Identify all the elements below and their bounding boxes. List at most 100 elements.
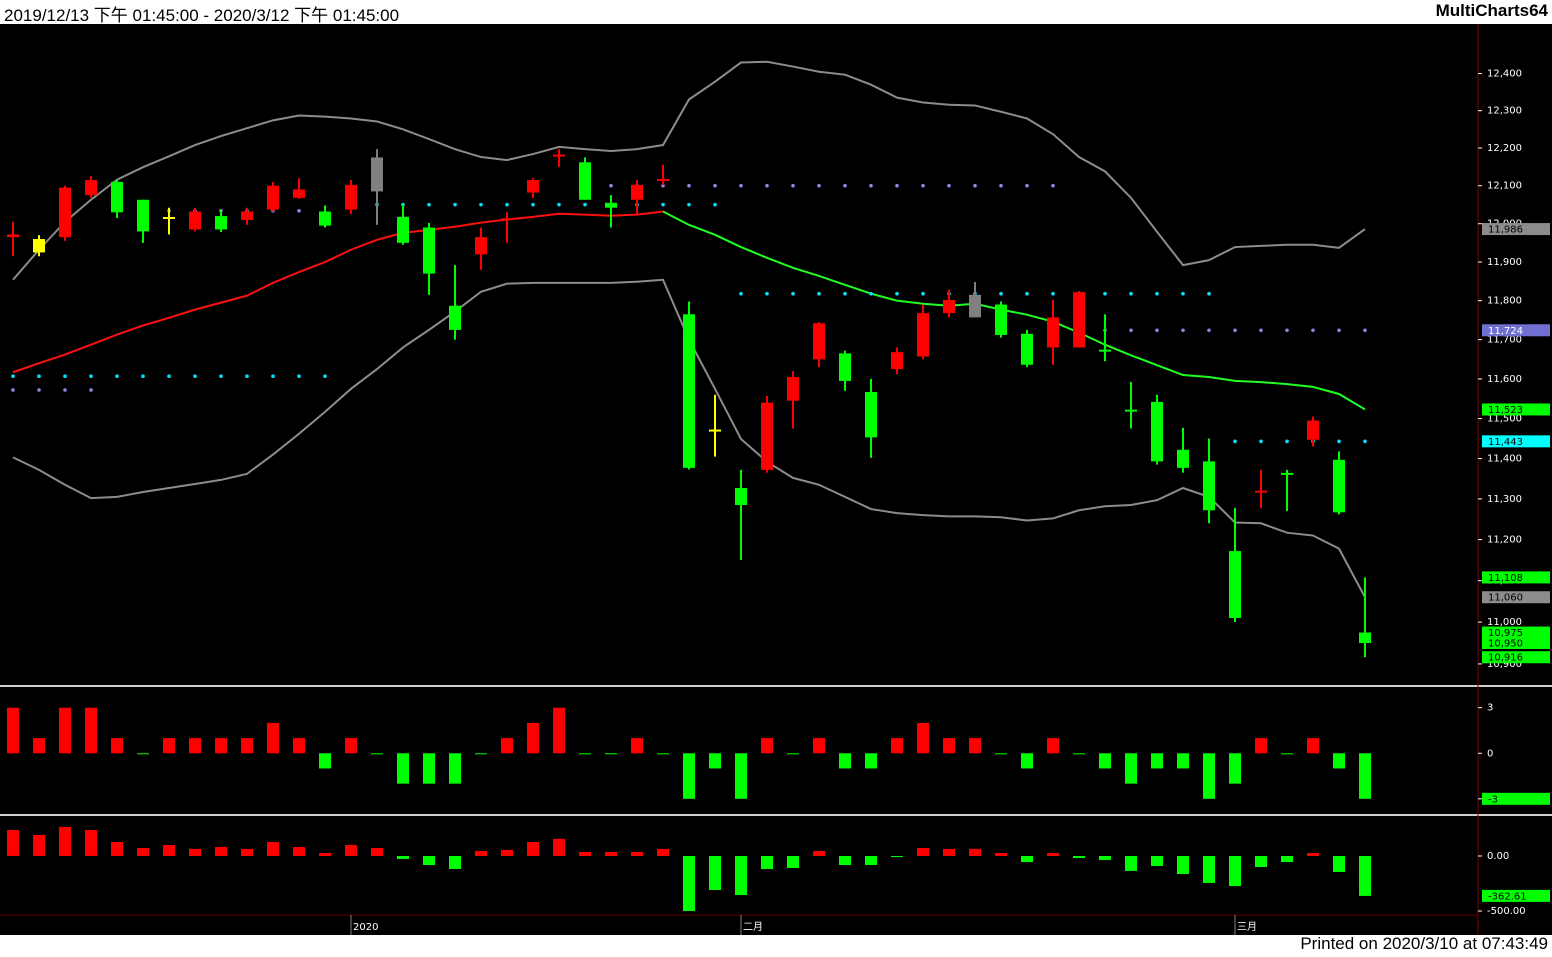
price-tag bbox=[1482, 889, 1550, 902]
histogram-bar bbox=[475, 753, 487, 755]
candle-body bbox=[1099, 349, 1111, 352]
candle-body bbox=[215, 216, 227, 230]
level-dot bbox=[765, 183, 769, 188]
candle-body bbox=[553, 154, 565, 157]
histogram-bar bbox=[1203, 753, 1215, 799]
histogram-bar bbox=[397, 753, 409, 784]
candle-body bbox=[267, 185, 279, 210]
band-line bbox=[12, 60, 1366, 281]
histogram-bar bbox=[1255, 855, 1267, 867]
histogram-bar bbox=[59, 826, 71, 856]
level-dot bbox=[1259, 328, 1263, 333]
level-dot bbox=[1207, 291, 1211, 296]
y-tick-label: 11,200 bbox=[1487, 535, 1522, 546]
level-dot bbox=[687, 183, 691, 188]
level-dot bbox=[37, 374, 41, 378]
chart-background bbox=[0, 24, 1552, 935]
level-dot bbox=[999, 291, 1003, 296]
candle-body bbox=[527, 180, 539, 193]
histogram-bar bbox=[1151, 753, 1163, 769]
candle-body bbox=[735, 487, 747, 506]
level-dot bbox=[921, 183, 925, 188]
price-tag bbox=[1482, 403, 1550, 416]
histogram-bar bbox=[397, 855, 409, 859]
level-dot bbox=[973, 183, 977, 188]
histogram-bar bbox=[319, 853, 331, 856]
level-dot bbox=[765, 291, 769, 296]
brand: MultiCharts64 bbox=[1435, 1, 1548, 20]
histogram-bar bbox=[787, 753, 799, 755]
price-tag-label: 11,523 bbox=[1488, 405, 1523, 416]
histogram-bar bbox=[449, 855, 461, 869]
histogram-bar bbox=[1281, 855, 1293, 863]
histogram-bar bbox=[423, 855, 435, 866]
level-dot bbox=[1025, 291, 1029, 296]
chart: 10,90011,00011,10011,20011,30011,40011,5… bbox=[0, 24, 1552, 935]
histogram-bar bbox=[631, 738, 643, 754]
candle-body bbox=[1203, 461, 1215, 511]
histogram-bar bbox=[267, 842, 279, 856]
band-line bbox=[662, 210, 1366, 411]
level-dot bbox=[609, 183, 613, 188]
histogram-bar bbox=[7, 830, 19, 856]
histogram-bar bbox=[1359, 855, 1371, 896]
level-dot bbox=[297, 374, 301, 378]
level-dot bbox=[1181, 291, 1185, 296]
histogram-bar bbox=[85, 707, 97, 754]
histogram-bar bbox=[345, 738, 357, 754]
candle-body bbox=[813, 323, 825, 360]
printed-note: Printed on 2020/3/10 at 07:43:49 bbox=[1300, 934, 1548, 953]
candle-body bbox=[969, 294, 981, 318]
candle-body bbox=[761, 402, 773, 470]
level-dot bbox=[1051, 183, 1055, 188]
level-dot bbox=[1363, 439, 1367, 444]
level-dot bbox=[713, 183, 717, 188]
histogram-bar bbox=[1203, 855, 1215, 883]
y-tick-label: 0 bbox=[1487, 748, 1493, 759]
candle-body bbox=[683, 314, 695, 468]
y-tick-label: 12,400 bbox=[1487, 69, 1522, 80]
level-dot bbox=[791, 291, 795, 296]
level-dot bbox=[817, 183, 821, 188]
histogram-bar bbox=[1307, 853, 1319, 856]
histogram-bar bbox=[1073, 753, 1085, 755]
histogram-bar bbox=[319, 753, 331, 769]
histogram-bar bbox=[839, 855, 851, 866]
level-dot bbox=[245, 374, 249, 378]
histogram-bar bbox=[553, 707, 565, 754]
y-tick-label: 11,500 bbox=[1487, 414, 1522, 425]
level-dot bbox=[895, 291, 899, 296]
histogram-bar bbox=[1047, 738, 1059, 754]
histogram-bar bbox=[345, 844, 357, 856]
histogram-bar bbox=[475, 851, 487, 856]
candle-body bbox=[657, 179, 669, 182]
level-dot bbox=[999, 183, 1003, 188]
price-tag-label: 11,060 bbox=[1488, 593, 1523, 604]
level-dot bbox=[687, 202, 691, 207]
histogram-bar bbox=[163, 738, 175, 754]
candle-body bbox=[241, 211, 253, 220]
y-tick-label: 12,200 bbox=[1487, 143, 1522, 154]
candle-body bbox=[605, 202, 617, 208]
histogram-bar bbox=[241, 738, 253, 754]
candle-body bbox=[709, 429, 721, 432]
level-dot bbox=[1129, 328, 1133, 333]
y-tick-label: 11,700 bbox=[1487, 335, 1522, 346]
candle-body bbox=[917, 313, 929, 357]
histogram-bar bbox=[189, 848, 201, 856]
histogram-bar bbox=[241, 848, 253, 856]
candle-body bbox=[189, 211, 201, 230]
histogram-bar bbox=[631, 852, 643, 856]
price-tag bbox=[1482, 571, 1550, 584]
level-dot bbox=[219, 374, 223, 378]
histogram-bar bbox=[527, 842, 539, 856]
histogram-bar bbox=[1125, 855, 1137, 871]
candle-body bbox=[345, 184, 357, 210]
histogram-bar bbox=[969, 848, 981, 856]
level-dot bbox=[1285, 439, 1289, 444]
y-tick-label: 11,400 bbox=[1487, 454, 1522, 465]
level-dot bbox=[1207, 328, 1211, 333]
histogram-bar bbox=[137, 847, 149, 856]
histogram-bar bbox=[917, 722, 929, 754]
candle-body bbox=[111, 181, 123, 213]
